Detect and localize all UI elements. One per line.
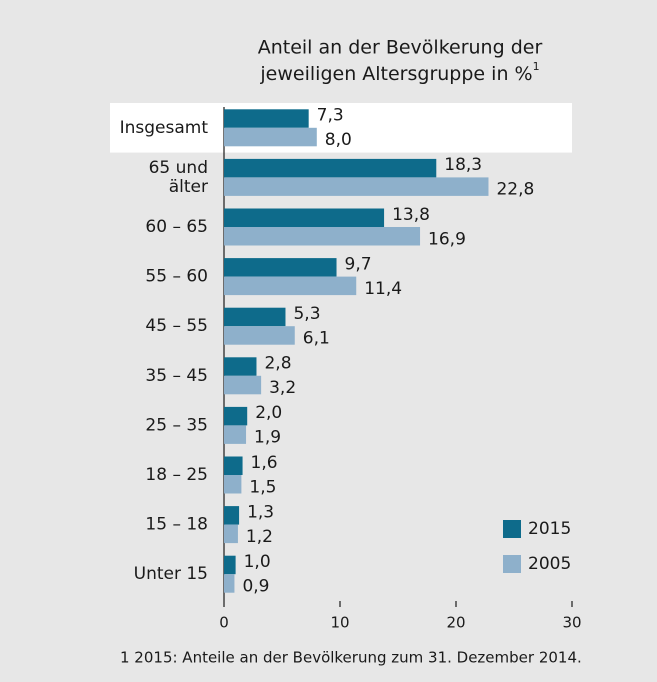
y-tick-label-line: Insgesamt xyxy=(120,118,209,138)
bar xyxy=(224,208,385,227)
y-tick-label: 18 – 25 xyxy=(145,465,208,485)
bar xyxy=(224,109,309,128)
value-label: 1,0 xyxy=(244,552,271,572)
x-tick-label: 0 xyxy=(219,614,229,632)
bar xyxy=(224,307,286,327)
value-label: 1,2 xyxy=(246,527,273,547)
y-tick-label-line: 60 – 65 xyxy=(145,217,208,237)
chart-title: Anteil an der Bevölkerung der xyxy=(258,37,543,59)
value-label: 3,2 xyxy=(269,378,296,398)
value-label: 1,6 xyxy=(251,453,278,473)
value-label: 1,3 xyxy=(247,502,274,522)
bar xyxy=(224,357,257,376)
x-tick-label: 20 xyxy=(446,614,465,632)
value-label: 0,9 xyxy=(242,576,269,596)
legend-swatch xyxy=(503,520,521,538)
y-tick-label-line: 25 – 35 xyxy=(145,415,208,435)
x-tick-label: 30 xyxy=(562,614,581,632)
value-label: 13,8 xyxy=(392,205,430,225)
y-tick-label-line: 15 – 18 xyxy=(145,515,208,535)
bar xyxy=(224,555,236,575)
value-label: 9,7 xyxy=(345,254,372,274)
bar xyxy=(224,177,489,196)
y-tick-label: 25 – 35 xyxy=(145,415,208,435)
y-tick-label: Insgesamt xyxy=(120,118,209,138)
bar xyxy=(224,524,238,544)
y-tick-label-line: 35 – 45 xyxy=(145,366,208,386)
bar xyxy=(224,456,243,475)
bar xyxy=(224,406,248,426)
y-tick-label: 65 und älter xyxy=(149,158,208,197)
y-tick-label: 15 – 18 xyxy=(145,515,208,535)
y-tick-label: 35 – 45 xyxy=(145,366,208,386)
y-tick-label-line: 55 – 60 xyxy=(145,267,208,287)
value-label: 22,8 xyxy=(496,180,534,200)
bar xyxy=(224,127,317,147)
bar xyxy=(224,158,437,178)
y-tick-label-line: 65 und xyxy=(149,158,208,178)
y-tick-label-line: Unter 15 xyxy=(134,564,208,584)
y-tick-label: 55 – 60 xyxy=(145,267,208,287)
bar xyxy=(224,574,235,593)
bar xyxy=(224,258,337,277)
y-tick-label-line: 45 – 55 xyxy=(145,316,208,336)
value-label: 1,9 xyxy=(254,428,281,448)
highlight-row xyxy=(110,103,572,153)
bar xyxy=(224,506,240,525)
footnote: 1 2015: Anteile an der Bevölkerung zum 3… xyxy=(120,649,582,667)
y-tick-label-line: 18 – 25 xyxy=(145,465,208,485)
bar xyxy=(224,276,357,296)
y-tick-label-line: älter xyxy=(169,177,208,197)
legend-label: 2005 xyxy=(528,554,571,574)
bar xyxy=(224,326,295,345)
bar xyxy=(224,425,247,444)
value-label: 2,0 xyxy=(255,403,282,423)
bar xyxy=(224,227,421,246)
x-tick-label: 10 xyxy=(330,614,349,632)
value-label: 18,3 xyxy=(444,155,482,175)
bar xyxy=(224,475,242,494)
footnote-marker: 1 xyxy=(533,60,540,73)
value-label: 11,4 xyxy=(364,279,402,299)
y-tick-label: 45 – 55 xyxy=(145,316,208,336)
value-label: 5,3 xyxy=(293,304,320,324)
chart-title: jeweiligen Altersgruppe in %1 xyxy=(259,60,539,85)
y-tick-label: 60 – 65 xyxy=(145,217,208,237)
legend-swatch xyxy=(503,555,521,573)
value-label: 6,1 xyxy=(303,328,330,348)
bar xyxy=(224,375,262,395)
chart-title-line: jeweiligen Altersgruppe in % xyxy=(259,63,532,85)
value-label: 2,8 xyxy=(264,354,291,374)
value-label: 1,5 xyxy=(249,477,276,497)
value-label: 7,3 xyxy=(317,106,344,126)
y-tick-label: Unter 15 xyxy=(134,564,208,584)
value-label: 8,0 xyxy=(325,130,352,150)
legend-label: 2015 xyxy=(528,519,571,539)
value-label: 16,9 xyxy=(428,229,466,249)
